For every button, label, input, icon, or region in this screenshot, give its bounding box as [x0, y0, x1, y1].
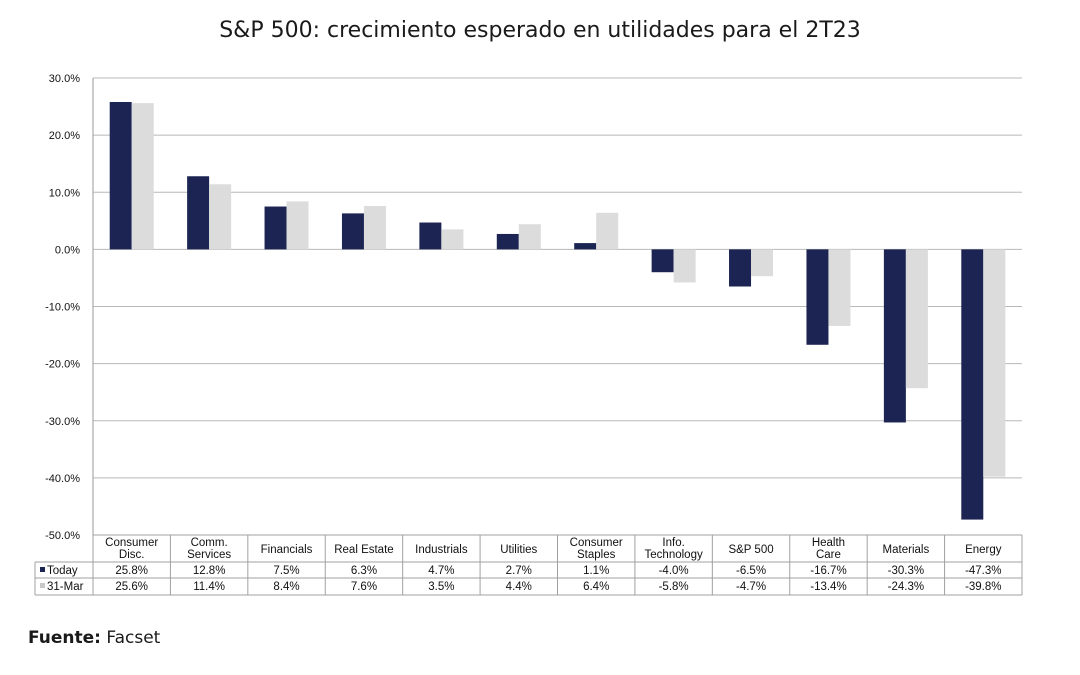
- category-label: Health: [812, 537, 845, 549]
- bar-31-mar: [596, 212, 619, 250]
- bar-31-mar: [751, 249, 774, 277]
- bar-today: [187, 176, 210, 250]
- chart-title: S&P 500: crecimiento esperado en utilida…: [219, 18, 861, 43]
- legend-swatch: [40, 567, 45, 572]
- y-tick-label: -50.0%: [45, 530, 80, 542]
- data-label: -4.7%: [736, 581, 766, 593]
- bar-31-mar: [983, 249, 1006, 477]
- data-label: -16.7%: [810, 565, 846, 577]
- bar-today: [806, 249, 829, 345]
- bar-31-mar: [286, 201, 309, 250]
- data-label: -6.5%: [736, 565, 766, 577]
- bar-today: [574, 243, 597, 250]
- data-label: -4.0%: [659, 565, 689, 577]
- category-label: Utilities: [500, 544, 537, 556]
- gridlines: [92, 77, 1022, 535]
- source-label: Fuente:: [28, 628, 101, 648]
- data-label: -13.4%: [810, 581, 846, 593]
- data-label: -47.3%: [965, 565, 1001, 577]
- y-tick-label: -40.0%: [45, 473, 80, 485]
- category-label: Comm.: [191, 537, 228, 549]
- bar-today: [496, 233, 519, 250]
- bar-today: [109, 101, 132, 250]
- data-label: -24.3%: [888, 581, 924, 593]
- data-label: 8.4%: [273, 581, 299, 593]
- category-label: Disc.: [119, 549, 145, 561]
- data-label: -5.8%: [659, 581, 689, 593]
- bar-31-mar: [209, 184, 232, 250]
- data-label: 4.4%: [506, 581, 532, 593]
- data-label: -30.3%: [888, 565, 924, 577]
- data-label: 7.5%: [273, 565, 299, 577]
- data-label: 7.6%: [351, 581, 377, 593]
- data-label: 1.1%: [583, 565, 609, 577]
- bar-31-mar: [518, 224, 541, 250]
- category-label: Materials: [883, 544, 930, 556]
- y-tick-label: 30.0%: [49, 73, 80, 85]
- category-label: S&P 500: [728, 544, 773, 556]
- category-label: Technology: [645, 549, 703, 561]
- bars: [109, 101, 1006, 520]
- y-tick-label: 10.0%: [49, 187, 80, 199]
- bar-today: [961, 249, 984, 520]
- bar-today: [729, 249, 752, 287]
- data-label: 2.7%: [506, 565, 532, 577]
- source-text: Facset: [106, 628, 161, 648]
- category-label: Consumer: [570, 537, 623, 549]
- category-label: Real Estate: [334, 544, 393, 556]
- category-label: Industrials: [415, 544, 468, 556]
- y-tick-label: -30.0%: [45, 416, 80, 428]
- data-label: 11.4%: [193, 581, 225, 593]
- category-label: Info.: [662, 537, 684, 549]
- bar-31-mar: [441, 229, 464, 250]
- legend-swatch: [40, 583, 45, 588]
- data-label: 12.8%: [193, 565, 226, 577]
- category-label: Energy: [965, 544, 1002, 556]
- bar-today: [264, 206, 287, 250]
- category-label: Staples: [577, 549, 616, 561]
- data-label: 3.5%: [428, 581, 454, 593]
- category-label: Care: [816, 549, 841, 561]
- data-label: 6.4%: [583, 581, 609, 593]
- legend-label: Today: [47, 565, 78, 577]
- y-tick-label: 0.0%: [55, 244, 80, 256]
- y-tick-label: 20.0%: [49, 130, 80, 142]
- bar-today: [651, 249, 674, 273]
- bar-31-mar: [363, 205, 386, 250]
- category-label: Consumer: [105, 537, 158, 549]
- category-label: Services: [187, 549, 231, 561]
- bar-today: [419, 222, 442, 250]
- y-tick-label: -20.0%: [45, 359, 80, 371]
- legend-label: 31-Mar: [47, 581, 84, 593]
- y-tick-label: -10.0%: [45, 302, 80, 314]
- bar-31-mar: [828, 249, 851, 326]
- data-label: 25.6%: [115, 581, 148, 593]
- data-label: 6.3%: [351, 565, 377, 577]
- data-label: 4.7%: [428, 565, 454, 577]
- source-note: Fuente: Facset: [28, 628, 160, 648]
- bar-31-mar: [905, 249, 928, 389]
- category-label: Financials: [261, 544, 313, 556]
- bar-31-mar: [131, 103, 154, 250]
- data-label: 25.8%: [115, 565, 148, 577]
- bar-today: [883, 249, 906, 423]
- data-label: -39.8%: [965, 581, 1001, 593]
- y-axis-ticks: 30.0% 20.0% 10.0% 0.0% -10.0% -20.0% -30.0% -40…: [45, 73, 80, 542]
- bar-today: [341, 213, 364, 250]
- bar-31-mar: [673, 249, 696, 283]
